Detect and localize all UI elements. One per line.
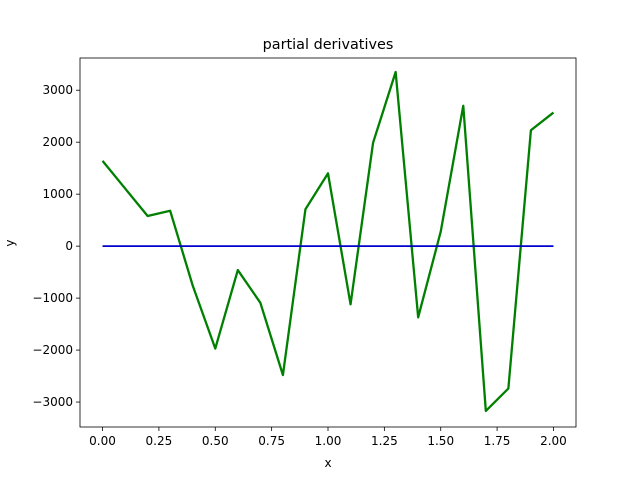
plot-series (101, 70, 555, 413)
x-tick-label: 1.25 (371, 434, 398, 448)
x-tick-label: 0.75 (258, 434, 285, 448)
y-tick-label: −1000 (32, 291, 73, 305)
series-line-0 (101, 70, 555, 413)
y-axis-label: y (3, 239, 17, 246)
plot-frame (79, 57, 577, 428)
y-tick-label: 1000 (42, 187, 73, 201)
x-tick-label: 1.00 (315, 434, 342, 448)
x-tick-label: 1.75 (484, 434, 511, 448)
y-axis-ticks: −3000 −2000 −1000 0 1000 2000 3000 (32, 83, 80, 409)
y-tick-label: −3000 (32, 395, 73, 409)
x-axis-label: x (324, 456, 331, 470)
x-axis-ticks: 0.00 0.25 0.50 0.75 1.00 1.25 1.50 1.75 2.00 (89, 427, 567, 448)
chart-title: partial derivatives (263, 37, 394, 53)
x-tick-label: 1.50 (427, 434, 454, 448)
y-tick-label: 2000 (42, 135, 73, 149)
x-tick-label: 0.00 (89, 434, 116, 448)
y-tick-label: 3000 (42, 83, 73, 97)
x-tick-label: 2.00 (540, 434, 567, 448)
y-tick-label: −2000 (32, 343, 73, 357)
y-tick-label: 0 (65, 239, 73, 253)
x-tick-label: 0.25 (146, 434, 173, 448)
x-tick-label: 0.50 (202, 434, 229, 448)
